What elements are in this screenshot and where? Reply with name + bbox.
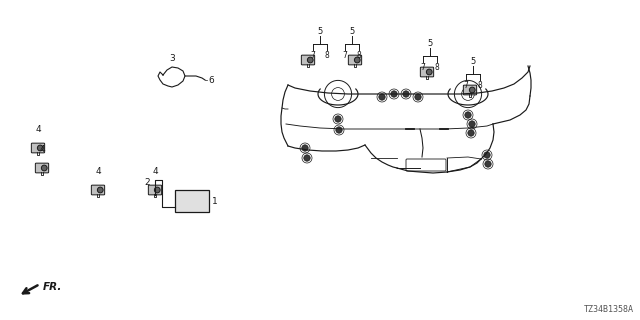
Circle shape [154,187,160,193]
Circle shape [484,152,490,158]
FancyBboxPatch shape [463,85,477,95]
Text: 8: 8 [435,63,440,72]
Text: 8: 8 [477,81,483,90]
Text: 5: 5 [349,27,355,36]
Text: 1: 1 [212,196,218,205]
FancyBboxPatch shape [420,67,434,77]
Circle shape [379,94,385,100]
Circle shape [415,94,421,100]
FancyBboxPatch shape [301,55,315,65]
Text: 4: 4 [39,145,45,154]
FancyBboxPatch shape [348,55,362,65]
FancyBboxPatch shape [35,163,49,173]
Text: 5: 5 [470,57,476,66]
Text: 7: 7 [420,63,426,72]
Text: 7: 7 [463,81,468,90]
Circle shape [307,57,313,63]
Circle shape [468,130,474,136]
Text: 2: 2 [145,178,150,187]
Circle shape [465,112,471,118]
Circle shape [336,127,342,133]
Circle shape [97,187,103,193]
Circle shape [304,155,310,161]
FancyBboxPatch shape [31,143,45,153]
Text: 8: 8 [324,51,330,60]
Text: 7: 7 [310,51,316,60]
FancyBboxPatch shape [92,185,105,195]
Text: 6: 6 [208,76,214,84]
Circle shape [355,57,360,63]
Circle shape [403,91,409,97]
FancyBboxPatch shape [175,190,209,212]
Text: 5: 5 [317,27,323,36]
Circle shape [391,91,397,97]
Circle shape [426,69,432,75]
Circle shape [469,87,475,93]
FancyBboxPatch shape [148,185,162,195]
Text: FR.: FR. [43,282,62,292]
Text: 4: 4 [152,167,158,176]
Text: 4: 4 [95,167,101,176]
Text: 8: 8 [356,51,362,60]
Text: 3: 3 [169,54,175,63]
Circle shape [469,121,476,127]
Circle shape [302,145,308,151]
Text: 7: 7 [342,51,348,60]
Circle shape [42,165,47,171]
Circle shape [485,161,492,167]
Text: 5: 5 [428,39,433,48]
Text: 4: 4 [35,125,41,134]
Circle shape [335,116,341,122]
Circle shape [37,145,43,151]
Text: TZ34B1358A: TZ34B1358A [584,305,634,314]
